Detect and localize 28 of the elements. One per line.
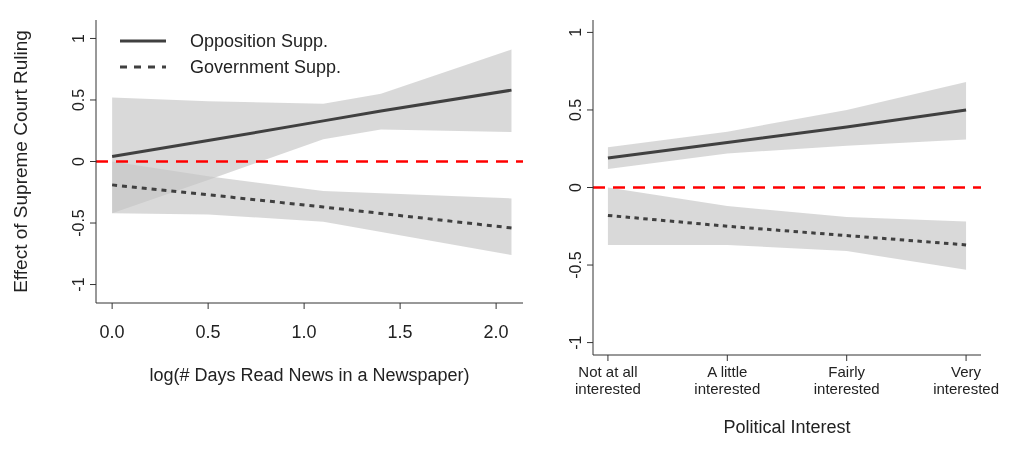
x-tick-label: 2.0 <box>483 321 509 342</box>
x-axis-title: log(# Days Read News in a Newspaper) <box>149 365 470 385</box>
x-tick-label: 1.5 <box>387 321 413 342</box>
x-tick-label: Fairly interested <box>813 363 880 397</box>
x-tick-label: 0.0 <box>99 321 125 342</box>
x-axis-title: Political Interest <box>723 417 851 437</box>
line-series <box>606 108 968 160</box>
y-tick-label: -1 <box>567 335 584 350</box>
x-tick-label: Very interested <box>933 363 1000 397</box>
x-tick-label: 1.0 <box>291 321 317 342</box>
y-tick-label: 1 <box>567 27 584 37</box>
y-tick-label: -0.5 <box>567 251 584 279</box>
y-tick-label: 1 <box>70 33 87 43</box>
line-series <box>110 88 513 159</box>
y-axis-title: Effect of Supreme Court Ruling <box>9 30 31 293</box>
y-tick-label: 0.5 <box>70 88 87 112</box>
x-tick-label: A little interested <box>694 363 761 397</box>
legend-label: Opposition Supp. <box>190 30 329 52</box>
y-tick-label: 0 <box>70 156 87 166</box>
line-series <box>110 183 513 230</box>
legend-label: Government Supp. <box>190 56 342 78</box>
x-tick-label: Not at all interested <box>574 363 641 397</box>
y-tick-label: -1 <box>70 277 87 292</box>
y-tick-label: 0.5 <box>567 98 584 122</box>
y-tick-label: -0.5 <box>70 209 87 237</box>
y-tick-label: 0 <box>567 182 584 192</box>
line-series <box>606 213 968 247</box>
x-tick-label: 0.5 <box>195 321 221 342</box>
